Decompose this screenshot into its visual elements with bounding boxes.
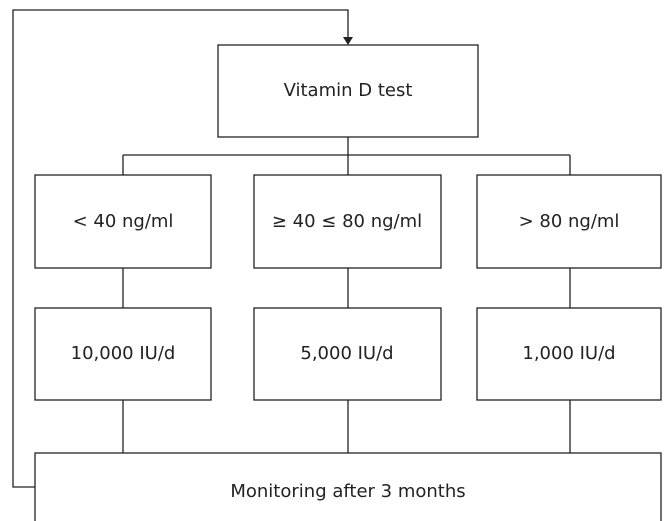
node-label: < 40 ng/ml bbox=[73, 211, 174, 232]
row-connectors bbox=[122, 400, 571, 453]
node-label: Vitamin D test bbox=[284, 80, 413, 101]
node-box bbox=[253, 174, 442, 269]
node-label: Monitoring after 3 months bbox=[230, 481, 465, 502]
row-connectors bbox=[122, 268, 571, 308]
node-box bbox=[34, 174, 212, 269]
node-box bbox=[34, 307, 212, 401]
feedback-loop bbox=[12, 9, 349, 488]
node-box bbox=[253, 307, 442, 401]
connectors bbox=[12, 9, 571, 488]
node-label: > 80 ng/ml bbox=[519, 211, 620, 232]
node-label: 1,000 IU/d bbox=[522, 343, 615, 364]
node-box bbox=[217, 44, 479, 138]
node-box bbox=[476, 174, 662, 269]
node-label: ≥ 40 ≤ 80 ng/ml bbox=[272, 211, 422, 232]
node-label: 10,000 IU/d bbox=[71, 343, 176, 364]
node-label: 5,000 IU/d bbox=[300, 343, 393, 364]
node-box bbox=[476, 307, 662, 401]
branch-lines bbox=[122, 137, 571, 175]
node-box bbox=[34, 452, 662, 521]
arrowhead bbox=[343, 37, 353, 45]
